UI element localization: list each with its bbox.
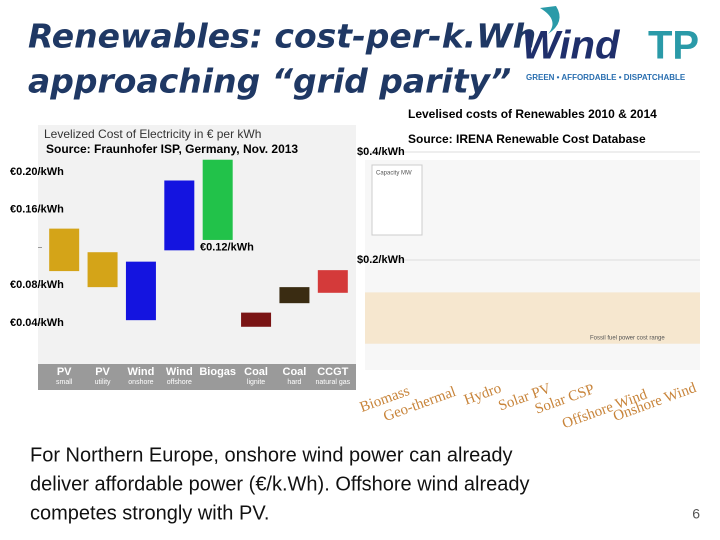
category-label: Coal — [283, 366, 307, 378]
category-label: Wind — [166, 366, 193, 378]
y-tick-label: €0.04/kWh — [10, 317, 64, 329]
left-source: Source: Fraunhofer ISP, Germany, Nov. 20… — [46, 142, 298, 156]
cost-bar — [87, 252, 118, 288]
legend-box — [371, 164, 423, 236]
category-sublabel: hard — [287, 379, 301, 386]
y-tick-label: €0.20/kWh — [10, 166, 64, 178]
category-label: PV — [57, 366, 72, 378]
slide-title: approaching “grid parity” — [28, 62, 511, 101]
body-text: deliver affordable power (€/k.Wh). Offsh… — [30, 473, 530, 495]
body-text: competes strongly with PV. — [30, 502, 269, 524]
category-sublabel: offshore — [167, 379, 192, 386]
y-tick-label: €0.16/kWh — [10, 204, 64, 216]
logo-tagline: GREEN • AFFORDABLE • DISPATCHABLE — [526, 73, 686, 82]
left-panel — [38, 125, 356, 390]
right-source: Source: IRENA Renewable Cost Database — [408, 132, 646, 146]
category-sublabel: small — [56, 379, 73, 386]
category-label: Biogas — [199, 366, 236, 378]
cost-bar — [317, 270, 348, 293]
cost-bar — [49, 228, 80, 272]
cost-bar — [241, 312, 272, 327]
category-sublabel: natural gas — [315, 379, 350, 386]
cost-bar — [125, 261, 156, 321]
logo-name: Wind — [522, 24, 621, 68]
category-label: CCGT — [317, 366, 348, 378]
y-tick-label: $0.4/kWh — [357, 146, 405, 158]
category-label: PV — [95, 366, 110, 378]
category-label: Wind — [128, 366, 155, 378]
logo: Wind TP GREEN • AFFORDABLE • DISPATCHABL… — [522, 6, 699, 82]
left-title: Levelized Cost of Electricity in € per k… — [44, 127, 261, 141]
fossil-range — [365, 292, 700, 344]
y-tick-label: €0.12/kWh — [200, 241, 254, 253]
category-sublabel: onshore — [128, 379, 153, 386]
page-number: 6 — [692, 506, 700, 522]
slide-title: Renewables: cost-per-k.Wh — [28, 17, 536, 56]
cost-bar — [279, 287, 310, 304]
cost-bar — [202, 159, 233, 240]
category-sublabel: lignite — [247, 379, 265, 386]
left-axis-band — [38, 364, 356, 390]
y-tick-label: $0.2/kWh — [357, 254, 405, 266]
right-title: Levelised costs of Renewables 2010 & 201… — [408, 107, 657, 121]
body-text: For Northern Europe, onshore wind power … — [30, 444, 512, 466]
category-label: Coal — [244, 366, 268, 378]
logo-suffix: TP — [648, 24, 699, 68]
y-tick-label: €0.08/kWh — [10, 279, 64, 291]
legend-title: Capacity MW — [376, 171, 412, 177]
category-sublabel: utility — [95, 379, 111, 386]
fossil-label: Fossil fuel power cost range — [590, 335, 665, 341]
cost-bar — [164, 180, 195, 251]
